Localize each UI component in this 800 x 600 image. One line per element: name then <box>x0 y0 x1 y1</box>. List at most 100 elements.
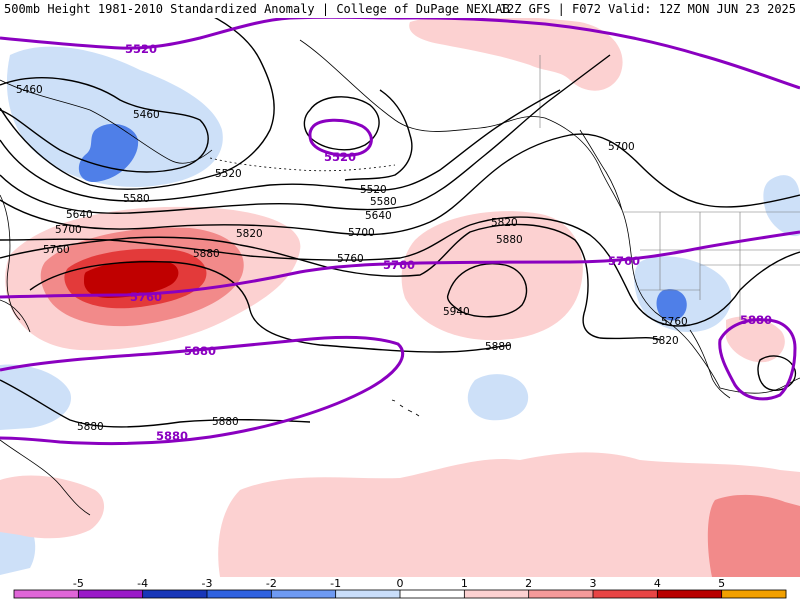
color-scale-segment <box>657 590 723 598</box>
color-scale-gradient <box>13 589 787 599</box>
color-scale-tick-label: 4 <box>653 577 661 590</box>
kamchatka-coast <box>0 194 21 321</box>
color-scale-bar: -5 -4 -3 -2 -1 0 1 2 3 4 5 <box>0 577 800 600</box>
color-scale-segment <box>528 590 594 598</box>
negative-anomaly-bering <box>6 46 223 188</box>
contour-label: 5460 <box>16 84 43 96</box>
color-scale-tick-label: -1 <box>330 577 342 590</box>
hawaii <box>391 399 420 417</box>
positive-anomaly-subtropics <box>218 452 800 577</box>
climo-5880-mexico <box>718 318 797 401</box>
color-scale-segment <box>14 590 79 598</box>
contour-label: 5700 <box>55 224 82 236</box>
positive-anomaly-alaska <box>409 15 623 91</box>
color-scale-segment <box>78 590 144 598</box>
state-lines <box>640 212 800 320</box>
contour-label: 5640 <box>365 210 392 222</box>
color-scale-tick-label: 0 <box>396 577 404 590</box>
contour-label: 5700 <box>348 227 375 239</box>
mexico-coast <box>719 377 800 394</box>
model-valid-time: 12Z GFS | F072 Valid: 12Z MON JUN 23 202… <box>499 2 796 16</box>
negative-anomaly-california-core <box>656 289 687 321</box>
contour-label: 5760 <box>43 244 70 256</box>
color-scale-segment <box>464 590 530 598</box>
climo-label: 5520 <box>324 150 356 164</box>
contour-5760 <box>0 216 800 327</box>
negative-anomaly-canada <box>763 175 800 237</box>
contour-label: 5580 <box>370 196 397 208</box>
negative-anomaly-bering-core <box>78 123 139 183</box>
climo-label: 5880 <box>184 344 216 358</box>
contour-label: 5760 <box>337 253 364 265</box>
contour-5520-west <box>0 14 275 190</box>
contour-label: 5880 <box>496 234 523 246</box>
color-scale-segment <box>335 590 401 598</box>
climo-5520-alaska <box>308 118 373 157</box>
climo-label: 5880 <box>740 313 772 327</box>
positive-anomaly-southwest <box>0 475 105 539</box>
contour-label: 5880 <box>193 248 220 260</box>
negative-anomaly-left-edge <box>0 364 72 430</box>
contour-5580 <box>0 89 561 202</box>
climo-label: 5760 <box>130 290 162 304</box>
contour-label: 5460 <box>133 109 160 121</box>
anomaly-shading <box>0 15 800 577</box>
baja <box>689 329 731 399</box>
siberia-coast <box>0 79 213 164</box>
climo-label: 5880 <box>156 429 188 443</box>
asia-south-coast <box>0 439 91 516</box>
climo-5760 <box>0 230 800 299</box>
climo-label: 5760 <box>383 258 415 272</box>
contour-label: 5880 <box>77 421 104 433</box>
contour-label: 5820 <box>491 217 518 229</box>
weather-map: 5460 5460 5520 5520 5580 5580 5640 5640 … <box>0 14 800 577</box>
japan-coast <box>0 299 31 333</box>
contour-label: 5820 <box>652 335 679 347</box>
positive-anomaly-southeast <box>707 494 800 577</box>
color-scale-tick-label: -3 <box>201 577 213 590</box>
color-scale-tick-label: -4 <box>137 577 149 590</box>
contour-5520-alaska <box>303 96 380 151</box>
contour-5880-mexico <box>757 355 797 391</box>
alaska-coast <box>299 39 623 211</box>
contour-5820 <box>0 223 661 341</box>
west-coast-na <box>621 209 721 389</box>
color-scale-tick-label: 2 <box>525 577 533 590</box>
climo-label: 5760 <box>608 254 640 268</box>
contour-5640 <box>0 54 611 214</box>
height-contours <box>0 14 800 428</box>
contour-5880-south <box>0 379 311 428</box>
contour-label: 5520 <box>360 184 387 196</box>
contour-label: 5880 <box>212 416 239 428</box>
contour-label: 5700 <box>608 141 635 153</box>
color-scale-tick-label: -2 <box>265 577 277 590</box>
climo-5880 <box>0 335 405 446</box>
climo-label: 5520 <box>125 42 157 56</box>
contour-label: 5580 <box>123 193 150 205</box>
contour-5520-ring <box>344 89 413 181</box>
positive-anomaly-central-pacific <box>401 211 583 341</box>
positive-anomaly-gulf <box>726 316 785 363</box>
contour-label: 5520 <box>215 168 242 180</box>
political-borders <box>539 55 800 320</box>
coastlines <box>0 39 800 516</box>
color-scale-segment <box>721 590 787 598</box>
map-header: 500mb Height 1981-2010 Standardized Anom… <box>0 0 800 18</box>
climatology-labels: 5520 5520 5760 5760 5760 5880 5880 5880 <box>125 42 772 443</box>
color-scale-segment <box>207 590 272 598</box>
contour-5880-main <box>29 261 511 353</box>
map-title: 500mb Height 1981-2010 Standardized Anom… <box>4 2 510 16</box>
positive-anomaly-westpac-core <box>84 260 179 298</box>
negative-anomaly-pacific <box>467 374 529 421</box>
contour-label: 5820 <box>236 228 263 240</box>
color-scale-tick-label: 3 <box>589 577 597 590</box>
contour-label: 5880 <box>485 341 512 353</box>
color-scale-segment <box>400 590 465 598</box>
contour-5700 <box>0 133 800 236</box>
contour-label: 5940 <box>443 306 470 318</box>
contour-5460 <box>0 77 209 173</box>
contour-5940 <box>446 263 528 318</box>
color-scale-segment <box>271 590 337 598</box>
aleutians <box>209 157 396 172</box>
bc-coast <box>579 129 623 211</box>
